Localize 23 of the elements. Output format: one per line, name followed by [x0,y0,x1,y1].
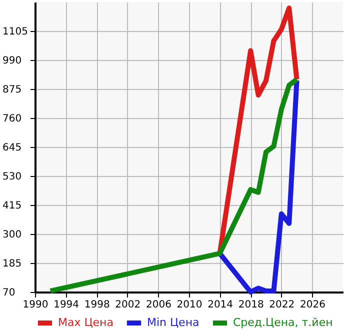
x-tick-label: 2002 [115,300,141,310]
legend-label: Max Цена [58,316,114,329]
y-tick-label: 415 [2,200,22,212]
y-tick-label: 1105 [2,26,28,38]
x-tick-label: 2010 [176,300,202,310]
y-tick-label: 185 [2,258,22,270]
x-tick-label: 2014 [208,300,234,310]
x-tick-label: 2022 [269,300,295,310]
y-tick-label: 875 [2,84,22,96]
y-tick-label: 300 [2,230,22,240]
x-tick-label: 2006 [146,300,172,310]
y-tick-label: 760 [2,114,22,124]
legend-label: Сред.Цена, т.йен [233,316,333,329]
y-tick-label: 70 [2,288,16,298]
y-tick-label: 530 [2,172,22,182]
y-tick-label: 990 [2,56,22,66]
x-tick-label: 1998 [84,300,110,310]
y-tick-label: 645 [2,142,22,154]
x-tick-label: 2018 [238,300,264,310]
x-tick-label: 1990 [22,300,48,310]
x-tick-label: 1994 [54,300,80,310]
legend-label: Min Цена [147,316,200,329]
x-tick-label: 2026 [300,300,326,310]
